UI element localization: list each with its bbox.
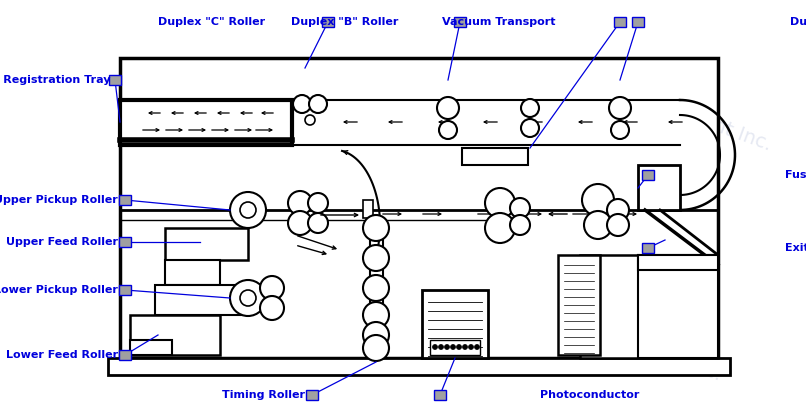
Text: Duplex "C" Roller: Duplex "C" Roller (158, 17, 265, 27)
Text: Upper Pickup Roller: Upper Pickup Roller (0, 195, 118, 205)
Ellipse shape (293, 95, 311, 113)
Ellipse shape (611, 121, 629, 139)
Bar (119, 237, 131, 247)
Text: Toner2Print Inc.: Toner2Print Inc. (575, 315, 725, 385)
Ellipse shape (260, 296, 284, 320)
Text: Toner2Print Inc.: Toner2Print Inc. (625, 85, 775, 155)
Bar (155, 285, 248, 315)
Bar (638, 255, 718, 358)
Bar (130, 315, 220, 355)
Ellipse shape (288, 191, 312, 215)
Ellipse shape (433, 344, 438, 349)
Ellipse shape (584, 211, 612, 239)
Bar (120, 100, 292, 145)
Ellipse shape (582, 184, 614, 216)
Text: Duplex "A" Roller: Duplex "A" Roller (790, 17, 806, 27)
Bar (119, 350, 131, 360)
Ellipse shape (230, 280, 266, 316)
Text: Toner2Print Inc.: Toner2Print Inc. (164, 86, 397, 194)
Bar (462, 148, 528, 165)
Ellipse shape (240, 202, 256, 218)
Ellipse shape (305, 115, 315, 125)
Ellipse shape (363, 302, 389, 328)
Text: Vacuum Transport: Vacuum Transport (442, 17, 556, 27)
Text: Lower Feed Roller: Lower Feed Roller (6, 350, 118, 360)
Bar (120, 58, 718, 358)
Bar (322, 17, 334, 27)
Ellipse shape (240, 290, 256, 306)
Ellipse shape (451, 344, 455, 349)
Ellipse shape (468, 344, 473, 349)
Bar (642, 243, 654, 253)
Ellipse shape (510, 215, 530, 235)
Ellipse shape (230, 192, 266, 228)
Ellipse shape (363, 335, 389, 361)
Ellipse shape (437, 97, 459, 119)
Text: Exit Roller: Exit Roller (785, 243, 806, 253)
Ellipse shape (609, 97, 631, 119)
Ellipse shape (260, 276, 284, 300)
Ellipse shape (363, 275, 389, 301)
Bar (130, 340, 172, 355)
Bar (642, 170, 654, 180)
Bar (632, 17, 644, 27)
Bar (109, 75, 121, 85)
Text: Toner2Print Inc.: Toner2Print Inc. (335, 291, 505, 369)
Ellipse shape (607, 199, 629, 221)
Text: Duplex "B" Roller: Duplex "B" Roller (291, 17, 398, 27)
Text: Photoconductor: Photoconductor (540, 390, 639, 400)
Text: Toner2Print Inc.: Toner2Print Inc. (434, 176, 625, 265)
Bar (165, 260, 220, 285)
Ellipse shape (363, 215, 389, 241)
Ellipse shape (485, 188, 515, 218)
Bar (165, 228, 248, 260)
Ellipse shape (510, 198, 530, 218)
Ellipse shape (456, 344, 462, 349)
Text: Duplex Registration Tray: Duplex Registration Tray (0, 75, 110, 85)
Bar (119, 195, 131, 205)
Ellipse shape (288, 211, 312, 235)
Ellipse shape (309, 95, 327, 113)
Ellipse shape (607, 214, 629, 236)
Ellipse shape (444, 344, 450, 349)
Text: Lower Pickup Roller: Lower Pickup Roller (0, 285, 118, 295)
Ellipse shape (475, 344, 480, 349)
Bar (108, 358, 730, 375)
Ellipse shape (363, 322, 389, 348)
Bar (454, 17, 466, 27)
Text: Fuser: Fuser (785, 170, 806, 180)
Ellipse shape (521, 119, 539, 137)
Ellipse shape (438, 344, 443, 349)
Bar (363, 200, 373, 218)
Bar (306, 390, 318, 400)
Bar (638, 255, 718, 270)
Ellipse shape (439, 121, 457, 139)
Ellipse shape (521, 99, 539, 117)
Bar (119, 285, 131, 295)
Text: Upper Feed Roller: Upper Feed Roller (6, 237, 118, 247)
Ellipse shape (363, 245, 389, 271)
Text: Timing Roller: Timing Roller (222, 390, 305, 400)
Bar (430, 340, 480, 355)
Ellipse shape (463, 344, 467, 349)
Bar (558, 255, 600, 355)
Ellipse shape (308, 193, 328, 213)
Bar (580, 255, 718, 358)
Bar (422, 290, 488, 358)
Bar (434, 390, 446, 400)
Bar (614, 17, 626, 27)
Bar (638, 165, 680, 210)
Ellipse shape (485, 213, 515, 243)
Ellipse shape (308, 213, 328, 233)
